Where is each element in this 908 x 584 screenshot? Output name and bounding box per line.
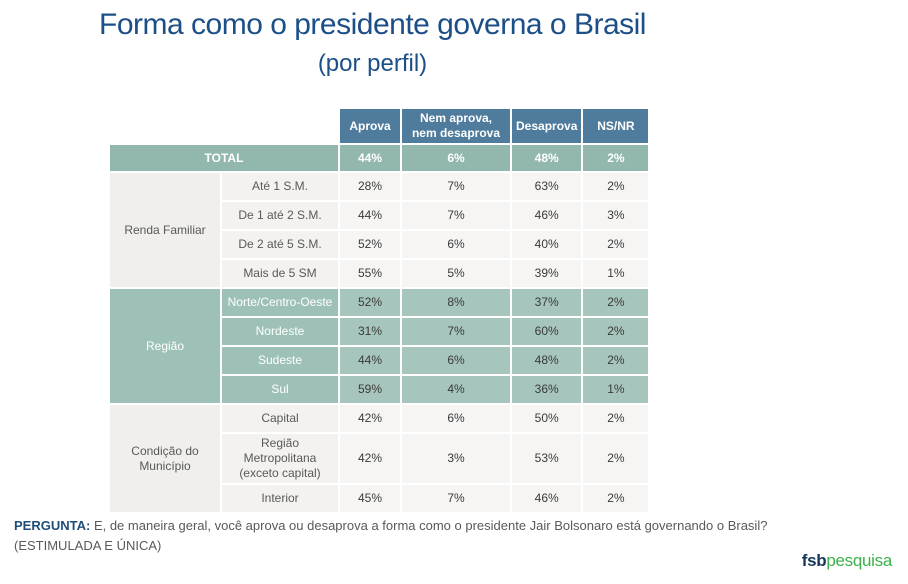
row-label: De 2 até 5 S.M.	[220, 229, 340, 260]
page-subtitle: (por perfil)	[317, 50, 428, 77]
value-cell: 44%	[338, 345, 402, 376]
value-cell: 39%	[509, 258, 584, 289]
value-cell: 3%	[581, 200, 651, 231]
value-cell: 7%	[400, 200, 512, 231]
question-footnote: PERGUNTA: E, de maneira geral, você apro…	[14, 516, 874, 556]
logo-fsb-text: fsb	[801, 551, 827, 570]
value-cell: 63%	[509, 171, 584, 202]
question-text: E, de maneira geral, você aprova ou desa…	[93, 518, 768, 533]
value-cell: 46%	[509, 483, 584, 514]
value-cell: 28%	[338, 171, 402, 202]
value-cell: 52%	[338, 287, 402, 318]
row-label: Até 1 S.M.	[220, 171, 340, 202]
row-label: Norte/Centro-Oeste	[220, 287, 340, 318]
question-note: (ESTIMULADA E ÚNICA)	[14, 538, 162, 553]
value-cell: 1%	[581, 258, 651, 289]
question-line: PERGUNTA: E, de maneira geral, você apro…	[14, 516, 874, 536]
table-row: Região Norte/Centro-Oeste 52% 8% 37% 2%	[108, 287, 651, 405]
row-label: Sul	[220, 374, 340, 405]
table-row: Sudeste 44% 6% 48% 2%	[109, 345, 651, 376]
value-cell: 7%	[400, 316, 512, 347]
question-label: PERGUNTA:	[14, 518, 91, 533]
value-cell: 2%	[581, 171, 651, 202]
row-label: Sudeste	[220, 345, 340, 376]
row-label: Região Metropolitana (exceto capital)	[220, 432, 340, 485]
value-cell: 5%	[400, 258, 512, 289]
col-header-aprova: Aprova	[338, 107, 402, 145]
table-row: Mais de 5 SM 55% 5% 39% 1%	[109, 258, 651, 289]
value-cell: 2%	[581, 432, 651, 485]
row-label: Capital	[220, 403, 340, 434]
value-cell: 44%	[338, 200, 402, 231]
header-corner-spacer	[108, 107, 340, 145]
table-row: Interior 45% 7% 46% 2%	[109, 483, 651, 514]
table-row: De 2 até 5 S.M. 52% 6% 40% 2%	[109, 229, 651, 260]
profile-table: Aprova Nem aprova, nem desaprova Desapro…	[108, 107, 651, 514]
value-cell: 31%	[338, 316, 402, 347]
value-cell: 46%	[509, 200, 584, 231]
total-value-nsnr: 2%	[581, 143, 651, 173]
value-cell: 6%	[400, 345, 512, 376]
row-label: De 1 até 2 S.M.	[220, 200, 340, 231]
value-cell: 1%	[581, 374, 651, 405]
value-cell: 40%	[509, 229, 584, 260]
value-cell: 7%	[400, 171, 512, 202]
value-cell: 2%	[581, 287, 651, 318]
value-cell: 2%	[581, 345, 651, 376]
row-label: Nordeste	[220, 316, 340, 347]
value-cell: 45%	[338, 483, 402, 514]
table-row: Região Metropolitana (exceto capital) 42…	[109, 432, 651, 485]
fsb-pesquisa-logo: fsbpesquisa	[801, 551, 893, 571]
value-cell: 60%	[509, 316, 584, 347]
total-value-desaprova: 48%	[509, 143, 584, 173]
group-label-regiao: Região	[108, 287, 222, 405]
value-cell: 8%	[400, 287, 512, 318]
total-label: TOTAL	[108, 143, 340, 173]
value-cell: 59%	[338, 374, 402, 405]
value-cell: 37%	[509, 287, 584, 318]
value-cell: 42%	[338, 403, 402, 434]
value-cell: 52%	[338, 229, 402, 260]
group-label-condicao-municipio: Condição do Município	[108, 403, 222, 514]
value-cell: 55%	[338, 258, 402, 289]
col-header-desaprova: Desaprova	[509, 107, 584, 145]
value-cell: 2%	[581, 483, 651, 514]
total-value-aprova: 44%	[338, 143, 402, 173]
value-cell: 4%	[400, 374, 512, 405]
row-label: Mais de 5 SM	[220, 258, 340, 289]
value-cell: 2%	[581, 403, 651, 434]
table-row: De 1 até 2 S.M. 44% 7% 46% 3%	[109, 200, 651, 231]
group-label-renda-familiar: Renda Familiar	[108, 171, 222, 289]
col-header-nem-aprova-nem-desaprova: Nem aprova, nem desaprova	[400, 107, 512, 145]
value-cell: 3%	[400, 432, 512, 485]
table-row: Renda Familiar Até 1 S.M. 28% 7% 63% 2%	[108, 171, 651, 289]
value-cell: 48%	[509, 345, 584, 376]
header-row: Aprova Nem aprova, nem desaprova Desapro…	[108, 107, 651, 145]
table-row: Condição do Município Capital 42% 6% 50%…	[108, 403, 651, 514]
value-cell: 2%	[581, 229, 651, 260]
value-cell: 7%	[400, 483, 512, 514]
value-cell: 6%	[400, 229, 512, 260]
value-cell: 36%	[509, 374, 584, 405]
table-row: Sul 59% 4% 36% 1%	[109, 374, 651, 405]
value-cell: 53%	[509, 432, 584, 485]
value-cell: 6%	[400, 403, 512, 434]
logo-pesquisa-text: pesquisa	[826, 551, 892, 570]
value-cell: 2%	[581, 316, 651, 347]
total-row: TOTAL 44% 6% 48% 2%	[108, 143, 651, 173]
total-value-nem: 6%	[400, 143, 512, 173]
col-header-nsnr: NS/NR	[581, 107, 651, 145]
value-cell: 42%	[338, 432, 402, 485]
row-label: Interior	[220, 483, 340, 514]
table-row: Nordeste 31% 7% 60% 2%	[109, 316, 651, 347]
value-cell: 50%	[509, 403, 584, 434]
page-title: Forma como o presidente governa o Brasil	[99, 8, 646, 41]
